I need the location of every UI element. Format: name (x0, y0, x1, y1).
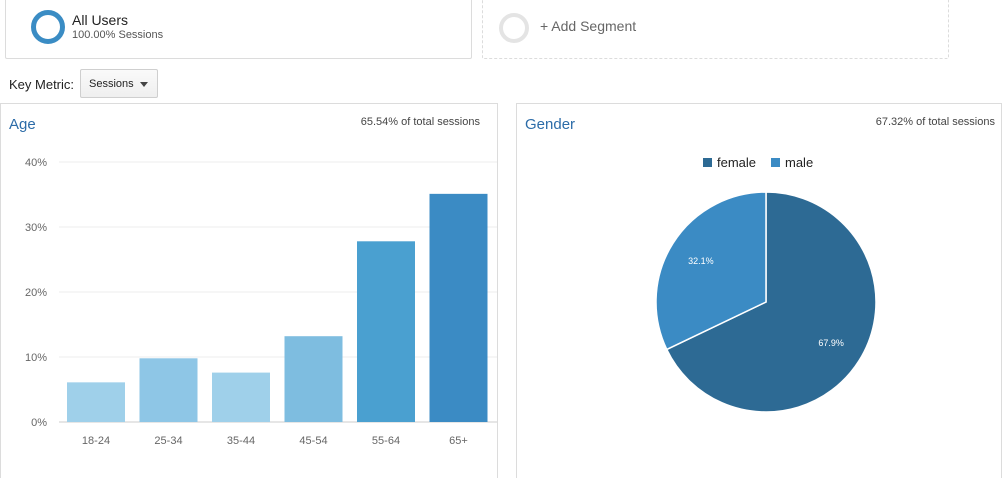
y-tick-label: 30% (25, 222, 47, 234)
age-panel-title: Age (9, 116, 36, 133)
gender-pie-chart: female male 67.9% 32.1% (655, 155, 877, 413)
bar-65+[interactable] (429, 193, 488, 422)
bar-55-64[interactable] (357, 241, 415, 422)
pie-slice-male[interactable] (655, 191, 767, 351)
legend-label-female: female (717, 155, 756, 170)
add-segment-label: + Add Segment (540, 18, 637, 34)
legend-swatch-male (771, 158, 780, 167)
y-tick-label: 0% (31, 417, 47, 429)
x-tick-label: 55-64 (372, 435, 400, 447)
y-tick-label: 20% (25, 287, 47, 299)
bar-25-34[interactable] (139, 358, 198, 422)
segment-title: All Users (72, 12, 129, 28)
x-tick-label: 18-24 (82, 435, 110, 447)
gender-panel: Gender 67.32% of total sessions female ma… (516, 103, 1002, 478)
gender-panel-title: Gender (525, 116, 576, 133)
segment-subtitle: 100.00% Sessions (72, 29, 164, 41)
x-tick-label: 35-44 (227, 435, 255, 447)
age-bar-chart: 0% 10% 20% 30% 40% 18-24 25-34 35-44 45-54 55-64 6… (25, 157, 497, 447)
segment-all-users[interactable]: All Users 100.00% Sessions (5, 0, 472, 59)
key-metric-select[interactable]: Sessions (80, 69, 158, 98)
x-tick-label: 45-54 (299, 435, 327, 447)
bar-35-44[interactable] (212, 372, 270, 422)
y-tick-label: 10% (25, 352, 47, 364)
x-tick-label: 65+ (449, 435, 468, 447)
bar-45-54[interactable] (284, 336, 343, 422)
age-panel: Age 65.54% of total sessions 0% 10% 20% 30%… (0, 103, 498, 478)
y-tick-label: 40% (25, 157, 47, 169)
x-tick-label: 25-34 (154, 435, 182, 447)
slice-label-female: 67.9% (818, 338, 844, 348)
legend-swatch-female (703, 158, 712, 167)
segment-ring-icon (31, 10, 65, 44)
key-metric-value: Sessions (89, 78, 134, 90)
legend-label-male: male (785, 155, 813, 170)
bar-18-24[interactable] (67, 382, 125, 422)
slice-label-male: 32.1% (688, 256, 714, 266)
key-metric-label: Key Metric: (9, 77, 75, 92)
caret-down-icon (140, 82, 148, 87)
age-total-sessions: 65.54% of total sessions (360, 116, 480, 128)
gender-total-sessions: 67.32% of total sessions (875, 116, 995, 128)
empty-ring-icon (499, 13, 529, 43)
add-segment-button[interactable]: + Add Segment (482, 0, 949, 59)
pie-slice-female[interactable] (665, 191, 877, 413)
